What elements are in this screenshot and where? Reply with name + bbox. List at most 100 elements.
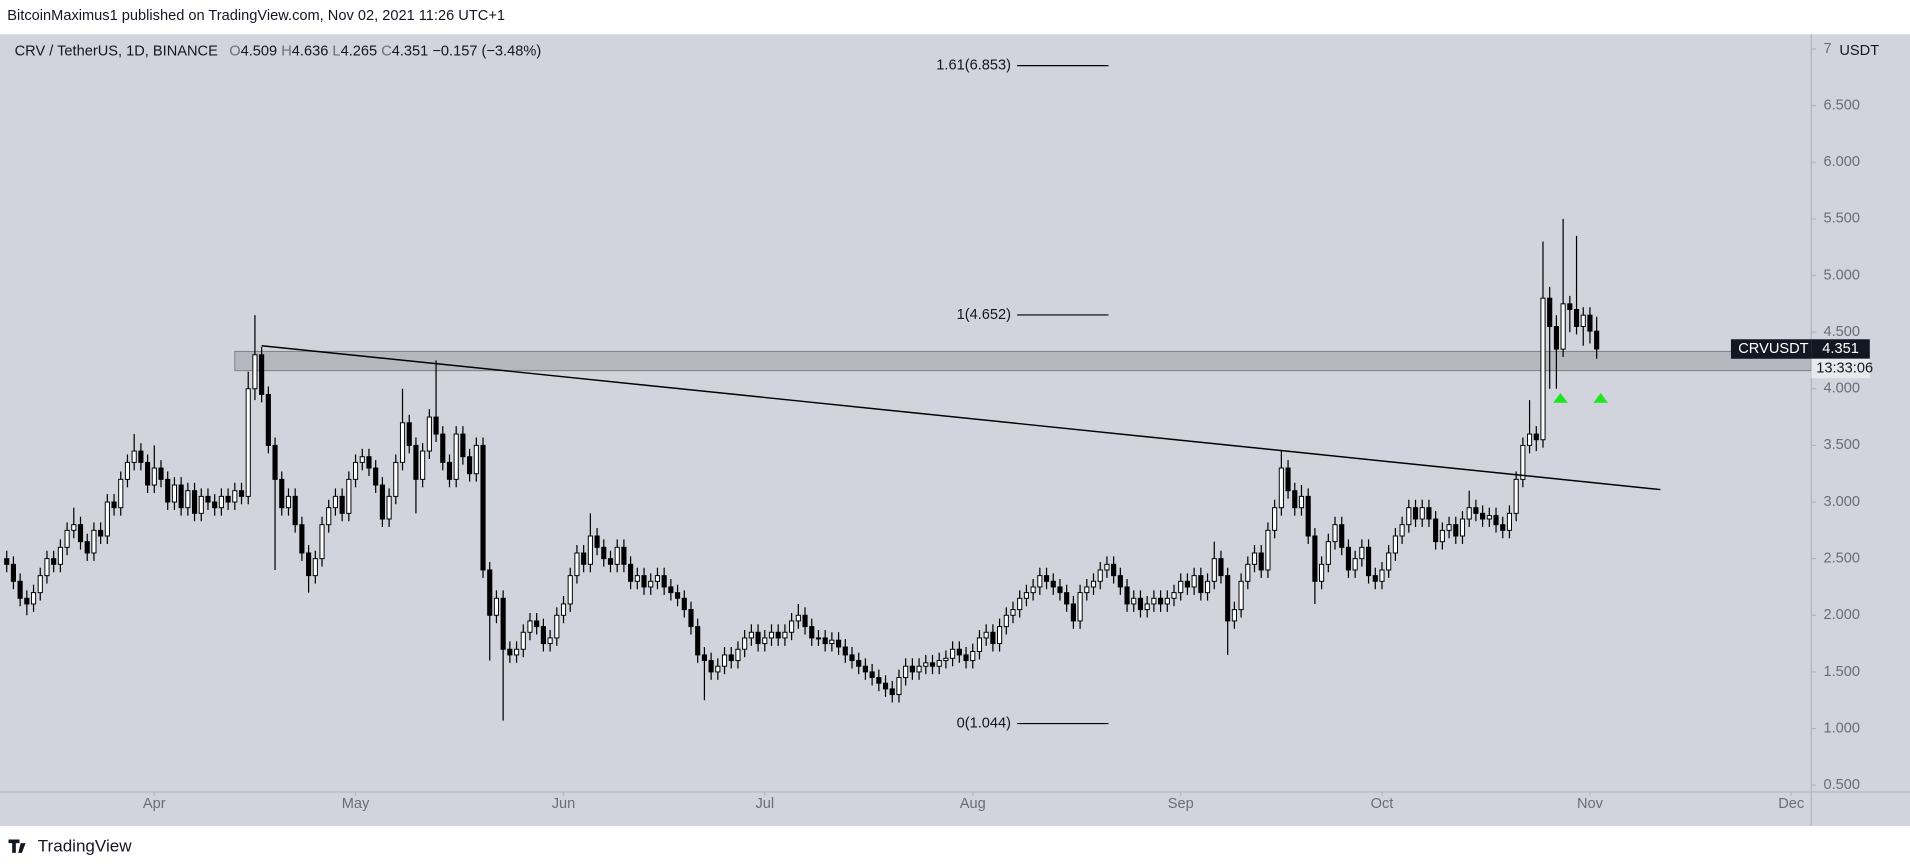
candle-body <box>815 637 822 640</box>
candle-body <box>225 495 231 503</box>
candle-body <box>1459 518 1466 537</box>
candle-body <box>44 558 50 577</box>
candle-body <box>997 626 1003 645</box>
candle-body <box>493 597 500 616</box>
candle-body <box>990 631 996 645</box>
candle-body <box>621 546 627 565</box>
candle-body <box>1547 297 1553 327</box>
candle-body <box>1386 552 1392 571</box>
candle-body <box>1325 541 1331 565</box>
candle-body <box>37 575 43 594</box>
candle-body <box>426 416 432 452</box>
candle-body <box>332 495 338 509</box>
candle-body <box>1084 586 1090 594</box>
fib-label: 1(4.652) <box>957 307 1011 323</box>
candle-body <box>420 450 426 480</box>
candle-body <box>1580 314 1586 327</box>
fib-label: 0(1.044) <box>957 715 1011 731</box>
x-tick-label: Dec <box>1778 796 1804 812</box>
candle-body <box>1090 580 1097 588</box>
candle-body <box>896 677 902 696</box>
candle-body <box>1017 597 1023 611</box>
candle-body <box>950 648 956 659</box>
candle-body <box>876 677 882 684</box>
candle-body <box>1171 592 1177 599</box>
candle-body <box>1339 524 1345 548</box>
candle-body <box>1137 597 1144 611</box>
candle-body <box>654 575 661 582</box>
candle-body <box>1272 507 1278 531</box>
candle-body <box>1332 524 1338 543</box>
candle-body <box>480 444 486 571</box>
candle-body <box>91 529 97 554</box>
candle-body <box>560 603 567 616</box>
candle-body <box>473 444 479 475</box>
candle-body <box>983 631 989 639</box>
candle-body <box>500 597 506 650</box>
candle-body <box>1198 575 1204 594</box>
candle-body <box>51 558 57 565</box>
candle-body <box>1312 535 1318 582</box>
candle-body <box>218 495 224 509</box>
legend-value: 4.636 <box>292 43 329 59</box>
candle-body <box>292 495 298 526</box>
countdown: 13:33:06 <box>1816 360 1873 376</box>
candle-body <box>1158 597 1164 605</box>
candle-body <box>1070 603 1076 622</box>
candle-body <box>903 665 909 679</box>
candle-body <box>641 575 647 588</box>
y-tick-label: 5.500 <box>1824 211 1861 227</box>
candle-body <box>909 665 915 673</box>
candle-body <box>198 495 204 514</box>
candle-body <box>453 433 459 480</box>
candle-body <box>1412 507 1419 520</box>
candle-body <box>1433 518 1439 543</box>
candle-body <box>661 575 667 588</box>
y-tick-label: 6.000 <box>1824 154 1861 170</box>
candle-body <box>1211 558 1217 582</box>
candle-body <box>1225 575 1231 622</box>
candle-body <box>98 529 104 537</box>
candle-body <box>1251 552 1258 565</box>
candle-body <box>1365 546 1372 577</box>
candle-body <box>648 580 654 588</box>
x-tick-label: Sep <box>1168 796 1194 812</box>
x-tick-label: May <box>342 796 370 812</box>
candle-body <box>467 456 473 475</box>
candle-body <box>366 456 372 469</box>
candle-body <box>205 495 211 503</box>
y-tick-label: 2.000 <box>1824 607 1861 623</box>
candle-body <box>124 461 131 480</box>
logo-mark <box>8 839 26 853</box>
candle-body <box>1480 512 1486 520</box>
candle-body <box>862 665 868 673</box>
candle-body <box>1305 495 1311 537</box>
candle-body <box>279 478 285 509</box>
candle-body <box>265 393 271 446</box>
candle-body <box>587 535 593 565</box>
publisher: BitcoinMaximus1 published on TradingView… <box>7 8 505 24</box>
candle-body <box>57 546 63 565</box>
candle-body <box>956 648 962 656</box>
candle-body <box>1285 467 1291 492</box>
x-tick-label: Oct <box>1371 796 1394 812</box>
candle-body <box>460 433 466 458</box>
candle-body <box>145 461 151 486</box>
candle-body <box>1111 563 1117 577</box>
candle-body <box>742 637 748 650</box>
candle-body <box>1043 575 1050 582</box>
candle-body <box>1560 303 1566 350</box>
candle-body <box>1446 524 1452 531</box>
candle-body <box>748 631 754 639</box>
footer: TradingView <box>38 836 132 855</box>
fib-label: 1.61(6.853) <box>936 58 1011 74</box>
candle-body <box>1392 535 1398 554</box>
legend-letter: C <box>381 43 392 59</box>
candle-body <box>1319 563 1325 582</box>
candle-body <box>728 654 734 662</box>
candle-body <box>1500 524 1506 531</box>
candle-body <box>614 546 620 565</box>
candle-body <box>829 639 835 645</box>
candle-body <box>1164 597 1170 605</box>
candle-body <box>178 484 184 509</box>
